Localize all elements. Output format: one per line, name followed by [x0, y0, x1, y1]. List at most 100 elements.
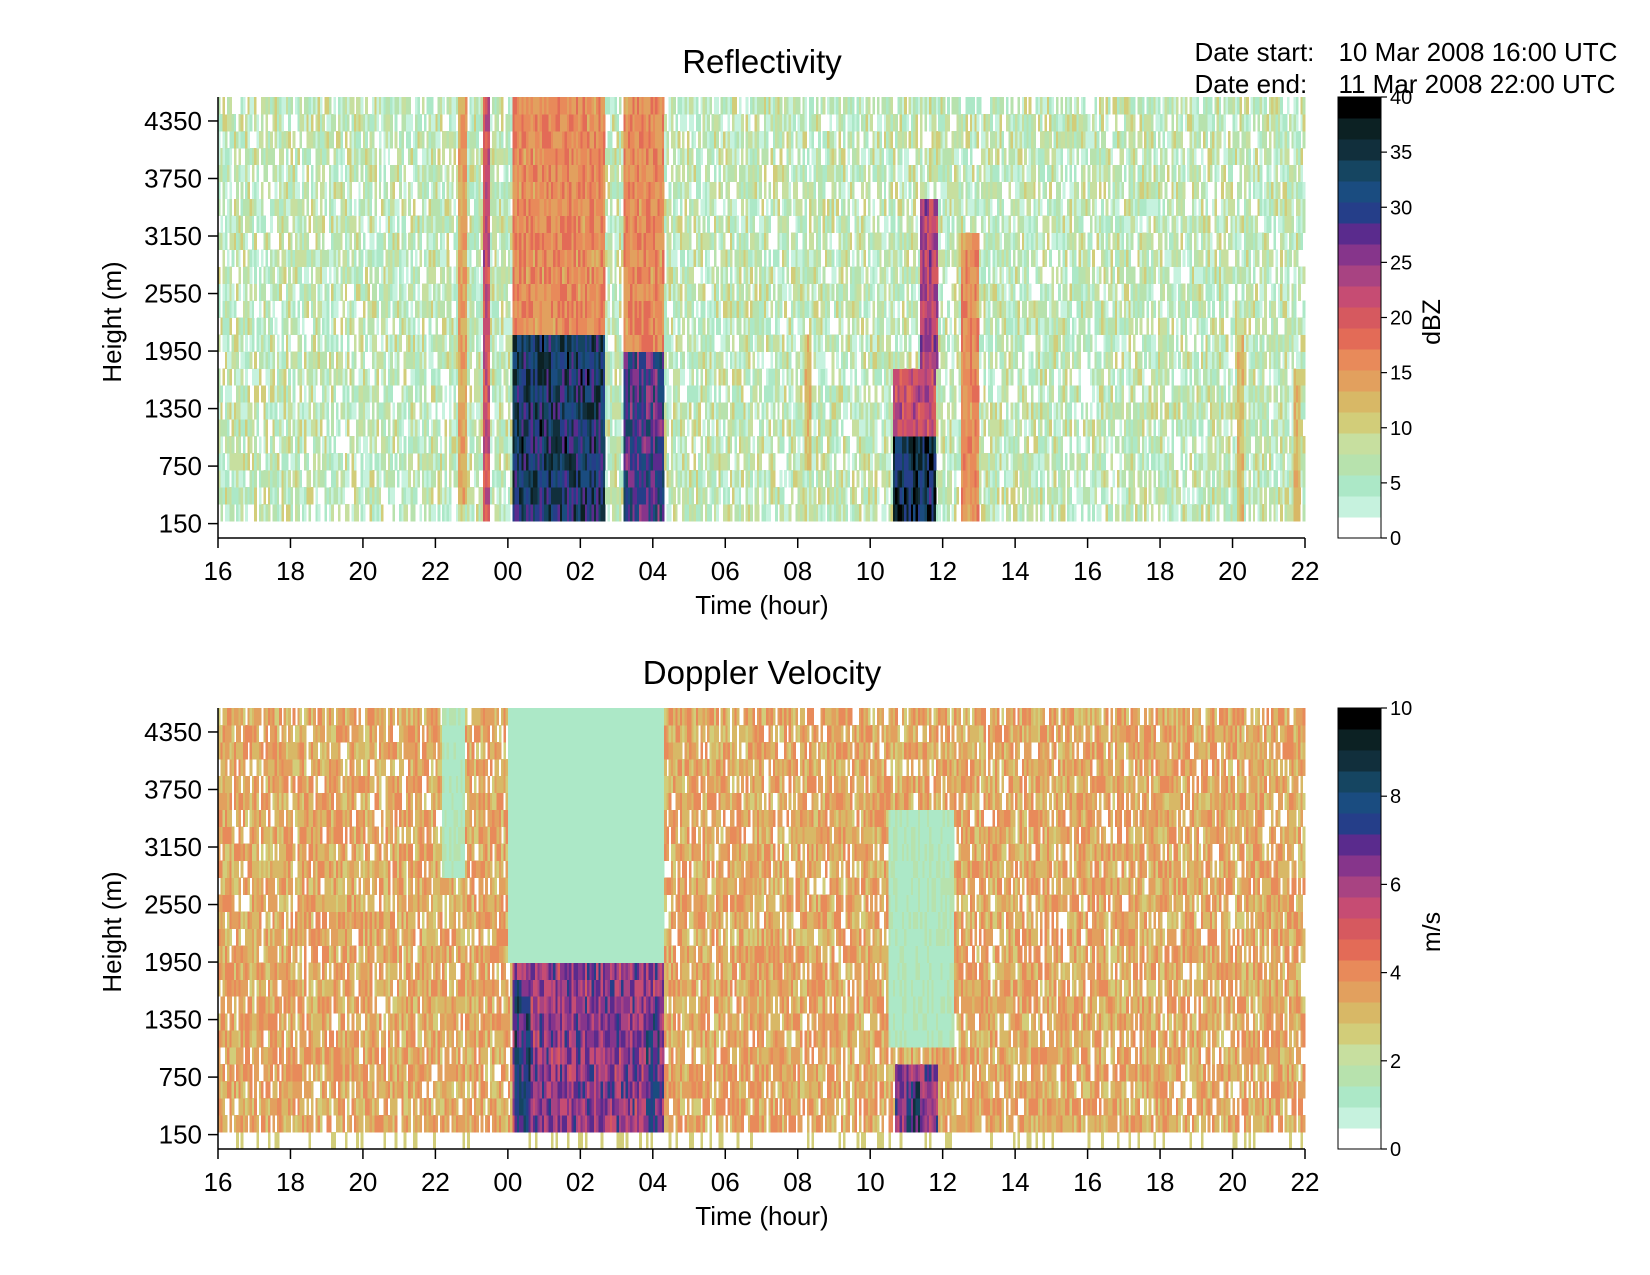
- colorbar-segment: [1338, 1107, 1381, 1129]
- colorbar-segment: [1338, 750, 1381, 772]
- colorbar-segment: [1338, 118, 1381, 140]
- colorbar-segment: [1338, 1044, 1381, 1066]
- y-tick-label: 3750: [144, 163, 202, 193]
- x-tick-label: 18: [1146, 1167, 1175, 1197]
- y-tick-label: 4350: [144, 717, 202, 747]
- colorbar-segment: [1338, 370, 1381, 392]
- colorbar-segment: [1338, 1086, 1381, 1108]
- x-tick-label: 12: [928, 556, 957, 586]
- date-start-line: Date start: 10 Mar 2008 16:00 UTC: [1180, 6, 1617, 68]
- colorbar-segment: [1338, 181, 1381, 203]
- x-tick-label: 18: [276, 556, 305, 586]
- colorbar-tick-label: 15: [1390, 363, 1412, 385]
- colorbar-tick-label: 5: [1390, 473, 1401, 495]
- x-tick-label: 18: [276, 1167, 305, 1197]
- colorbar-segment: [1338, 349, 1381, 371]
- reflectivity-colorbar-label: dBZ: [1418, 299, 1446, 345]
- x-tick-label: 08: [783, 556, 812, 586]
- colorbar: [1337, 707, 1382, 1150]
- heatmap-field: [218, 97, 1306, 522]
- reflectivity-xlabel: Time (hour): [695, 590, 828, 620]
- x-tick-label: 04: [638, 556, 667, 586]
- doppler-colorbar-label: m/s: [1418, 912, 1446, 952]
- y-tick-label: 750: [159, 451, 202, 481]
- doppler-xlabel: Time (hour): [695, 1201, 828, 1231]
- y-tick-label: 1350: [144, 1005, 202, 1035]
- colorbar-segment: [1338, 897, 1381, 919]
- x-tick-label: 20: [1218, 1167, 1247, 1197]
- colorbar-tick-label: 35: [1390, 142, 1412, 164]
- y-tick-label: 1950: [144, 947, 202, 977]
- colorbar-segment: [1338, 792, 1381, 814]
- colorbar-segment: [1338, 244, 1381, 266]
- x-tick-label: 00: [493, 556, 522, 586]
- y-tick-label: 1350: [144, 394, 202, 424]
- x-tick-label: 16: [1073, 1167, 1102, 1197]
- colorbar-segment: [1338, 202, 1381, 224]
- x-tick-label: 18: [1146, 556, 1175, 586]
- colorbar-tick-label: 6: [1390, 874, 1401, 896]
- colorbar-segment: [1338, 97, 1381, 119]
- x-tick-label: 14: [1001, 1167, 1030, 1197]
- colorbar-segment: [1338, 160, 1381, 182]
- colorbar-segment: [1338, 454, 1381, 476]
- x-tick-label: 20: [348, 1167, 377, 1197]
- colorbar-segment: [1338, 286, 1381, 308]
- colorbar-segment: [1338, 1002, 1381, 1024]
- x-tick-label: 12: [928, 1167, 957, 1197]
- x-tick-label: 22: [421, 556, 450, 586]
- colorbar-segment: [1338, 918, 1381, 940]
- y-tick-label: 3150: [144, 221, 202, 251]
- colorbar-segment: [1338, 391, 1381, 413]
- x-tick-label: 22: [421, 1167, 450, 1197]
- colorbar-segment: [1338, 939, 1381, 961]
- date-end-label: Date end:: [1194, 69, 1338, 100]
- colorbar: [1337, 96, 1382, 539]
- colorbar-segment: [1338, 1023, 1381, 1045]
- colorbar-segment: [1338, 813, 1381, 835]
- y-tick-label: 2550: [144, 279, 202, 309]
- colorbar-segment: [1338, 328, 1381, 350]
- colorbar-tick-label: 8: [1390, 786, 1401, 808]
- y-tick-label: 750: [159, 1062, 202, 1092]
- x-tick-label: 16: [204, 1167, 233, 1197]
- x-tick-label: 20: [1218, 556, 1247, 586]
- x-tick-label: 22: [1291, 1167, 1320, 1197]
- date-end-value: 11 Mar 2008 22:00 UTC: [1338, 69, 1615, 100]
- colorbar-segment: [1338, 223, 1381, 245]
- date-start-value: 10 Mar 2008 16:00 UTC: [1338, 37, 1617, 68]
- colorbar-segment: [1338, 433, 1381, 455]
- x-tick-label: 00: [493, 1167, 522, 1197]
- x-tick-label: 14: [1001, 556, 1030, 586]
- reflectivity-panel: Reflectivity Time (hour) Height (m) dBZ …: [97, 43, 1446, 620]
- y-tick-label: 3150: [144, 832, 202, 862]
- y-tick-label: 4350: [144, 106, 202, 136]
- colorbar-segment: [1338, 1128, 1381, 1150]
- y-tick-label: 150: [159, 509, 202, 539]
- colorbar-segment: [1338, 265, 1381, 287]
- colorbar-segment: [1338, 496, 1381, 518]
- colorbar-segment: [1338, 855, 1381, 877]
- x-tick-label: 08: [783, 1167, 812, 1197]
- colorbar-segment: [1338, 708, 1381, 730]
- colorbar-segment: [1338, 139, 1381, 161]
- colorbar-segment: [1338, 412, 1381, 434]
- y-tick-label: 150: [159, 1120, 202, 1150]
- colorbar-segment: [1338, 960, 1381, 982]
- colorbar-tick-label: 0: [1390, 528, 1401, 550]
- colorbar-tick-label: 30: [1390, 197, 1412, 219]
- colorbar-tick-label: 4: [1390, 963, 1401, 985]
- colorbar-segment: [1338, 1065, 1381, 1087]
- reflectivity-title: Reflectivity: [682, 43, 842, 80]
- date-end-line: Date end: 11 Mar 2008 22:00 UTC: [1180, 38, 1615, 100]
- x-tick-label: 02: [566, 1167, 595, 1197]
- colorbar-tick-label: 10: [1390, 418, 1412, 440]
- doppler-ylabel: Height (m): [97, 871, 127, 992]
- x-tick-label: 16: [1073, 556, 1102, 586]
- colorbar-tick-label: 2: [1390, 1051, 1401, 1073]
- y-tick-label: 1950: [144, 336, 202, 366]
- colorbar-segment: [1338, 729, 1381, 751]
- x-tick-label: 06: [711, 1167, 740, 1197]
- colorbar-segment: [1338, 517, 1381, 539]
